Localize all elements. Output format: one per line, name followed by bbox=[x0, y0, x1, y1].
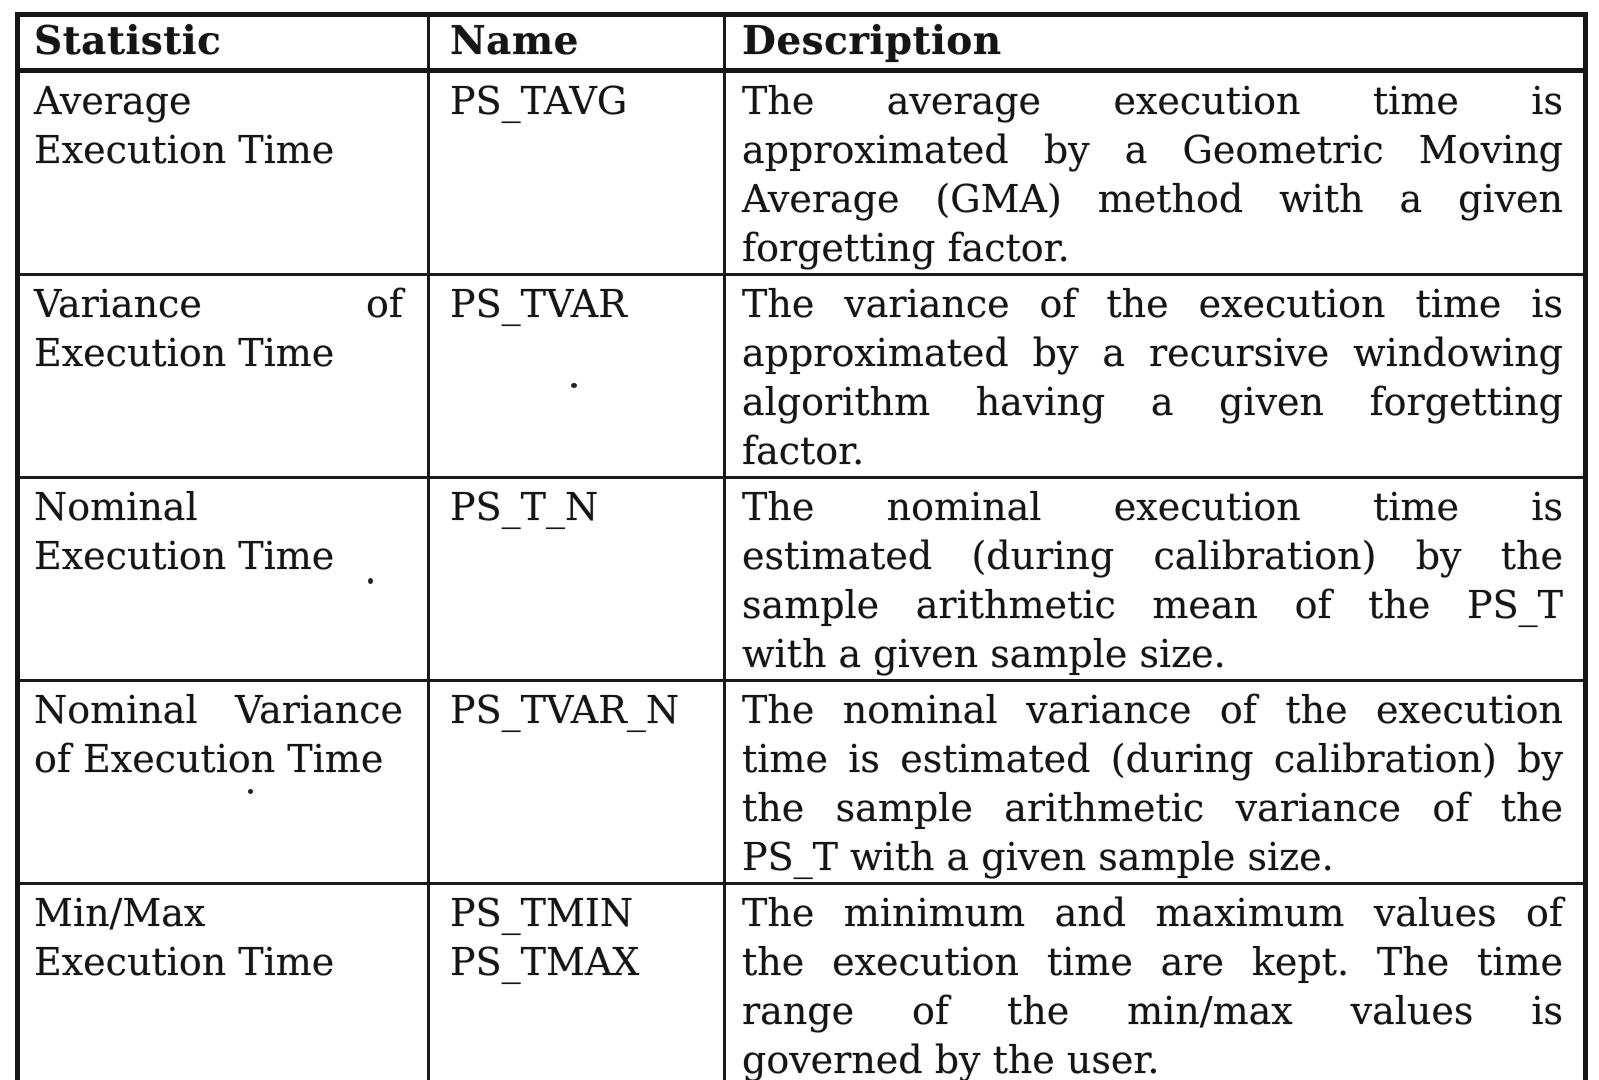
text-line: PS_T with a given sample size. bbox=[742, 835, 1334, 879]
text-line: range of the min/max values is bbox=[742, 989, 1563, 1033]
statistics-table: Statistic Name Description Average Execut… bbox=[15, 12, 1588, 1080]
cell-description: The variance of the execution time is app… bbox=[723, 273, 1587, 479]
cell-statistic: Variance of Execution Time bbox=[16, 273, 430, 479]
cell-description: The minimum and maximum values of the exe… bbox=[723, 882, 1587, 1080]
table-row: Average Execution Time PS_TAVG The averag… bbox=[16, 69, 1587, 276]
text-line: The variance of the execution time is bbox=[742, 282, 1563, 326]
text-line: the sample arithmetic variance of the bbox=[742, 786, 1563, 830]
text-line: Execution Time bbox=[34, 128, 335, 172]
text-line: of Execution Time bbox=[34, 737, 384, 781]
text-line: The nominal execution time is bbox=[742, 485, 1563, 529]
text-line: governed by the user. bbox=[742, 1038, 1160, 1080]
cell-name: PS_TVAR bbox=[427, 273, 726, 479]
text-line: approximated by a recursive windowing bbox=[742, 331, 1563, 375]
text-line: algorithm having a given forgetting bbox=[742, 380, 1563, 424]
table-row: Min/Max Execution Time PS_TMIN PS_TMAX The… bbox=[16, 882, 1587, 1080]
text-line: time is estimated (during calibration) b… bbox=[742, 737, 1563, 781]
text-line: PS_TMIN bbox=[450, 891, 634, 935]
text-line: Execution Time bbox=[34, 534, 335, 578]
column-header-statistic: Statistic bbox=[16, 13, 430, 73]
text-line: PS_TVAR bbox=[450, 282, 627, 326]
scan-artifact-dot bbox=[368, 578, 373, 584]
text-line: PS_T_N bbox=[450, 485, 599, 529]
text-line: PS_TVAR_N bbox=[450, 688, 680, 732]
text-line: PS_TMAX bbox=[450, 940, 640, 984]
cell-statistic: Nominal Execution Time bbox=[16, 476, 430, 682]
text-line: PS_TAVG bbox=[450, 79, 628, 123]
header-row: Statistic Name Description bbox=[16, 13, 1587, 73]
text-line: The average execution time is bbox=[742, 79, 1563, 123]
text-line: factor. bbox=[742, 429, 865, 473]
cell-description: The nominal variance of the execution tim… bbox=[723, 679, 1587, 885]
text-line: Nominal Variance bbox=[34, 688, 403, 732]
text-line: Variance of bbox=[34, 282, 403, 326]
cell-name: PS_TAVG bbox=[427, 69, 726, 276]
cell-description: The average execution time is approximate… bbox=[723, 69, 1587, 276]
text-line: Execution Time bbox=[34, 940, 335, 984]
text-line: Average bbox=[34, 79, 192, 123]
column-header-description: Description bbox=[723, 13, 1587, 73]
text-line: Average (GMA) method with a given bbox=[742, 177, 1563, 221]
cell-statistic: Nominal Variance of Execution Time bbox=[16, 679, 430, 885]
text-line: with a given sample size. bbox=[742, 632, 1226, 676]
cell-statistic: Average Execution Time bbox=[16, 69, 430, 276]
cell-name: PS_TVAR_N bbox=[427, 679, 726, 885]
text-line: Execution Time bbox=[34, 331, 335, 375]
cell-description: The nominal execution time is estimated (… bbox=[723, 476, 1587, 682]
text-line: The nominal variance of the execution bbox=[742, 688, 1563, 732]
table-row: Variance of Execution Time PS_TVAR The va… bbox=[16, 273, 1587, 479]
column-header-name: Name bbox=[427, 13, 726, 73]
text-line: forgetting factor. bbox=[742, 226, 1070, 270]
scan-artifact-dot bbox=[248, 789, 253, 794]
text-line: estimated (during calibration) by the bbox=[742, 534, 1563, 578]
table-row: Nominal Execution Time PS_T_N The nominal… bbox=[16, 476, 1587, 682]
cell-statistic: Min/Max Execution Time bbox=[16, 882, 430, 1080]
text-line: Nominal bbox=[34, 485, 198, 529]
scan-artifact-dot bbox=[571, 383, 577, 388]
text-line: The minimum and maximum values of bbox=[742, 891, 1563, 935]
text-line: Min/Max bbox=[34, 891, 206, 935]
text-line: sample arithmetic mean of the PS_T bbox=[742, 583, 1563, 627]
table-row: Nominal Variance of Execution Time PS_TVA… bbox=[16, 679, 1587, 885]
text-line: approximated by a Geometric Moving bbox=[742, 128, 1563, 172]
text-line: the execution time are kept. The time bbox=[742, 940, 1563, 984]
cell-name: PS_T_N bbox=[427, 476, 726, 682]
cell-name: PS_TMIN PS_TMAX bbox=[427, 882, 726, 1080]
